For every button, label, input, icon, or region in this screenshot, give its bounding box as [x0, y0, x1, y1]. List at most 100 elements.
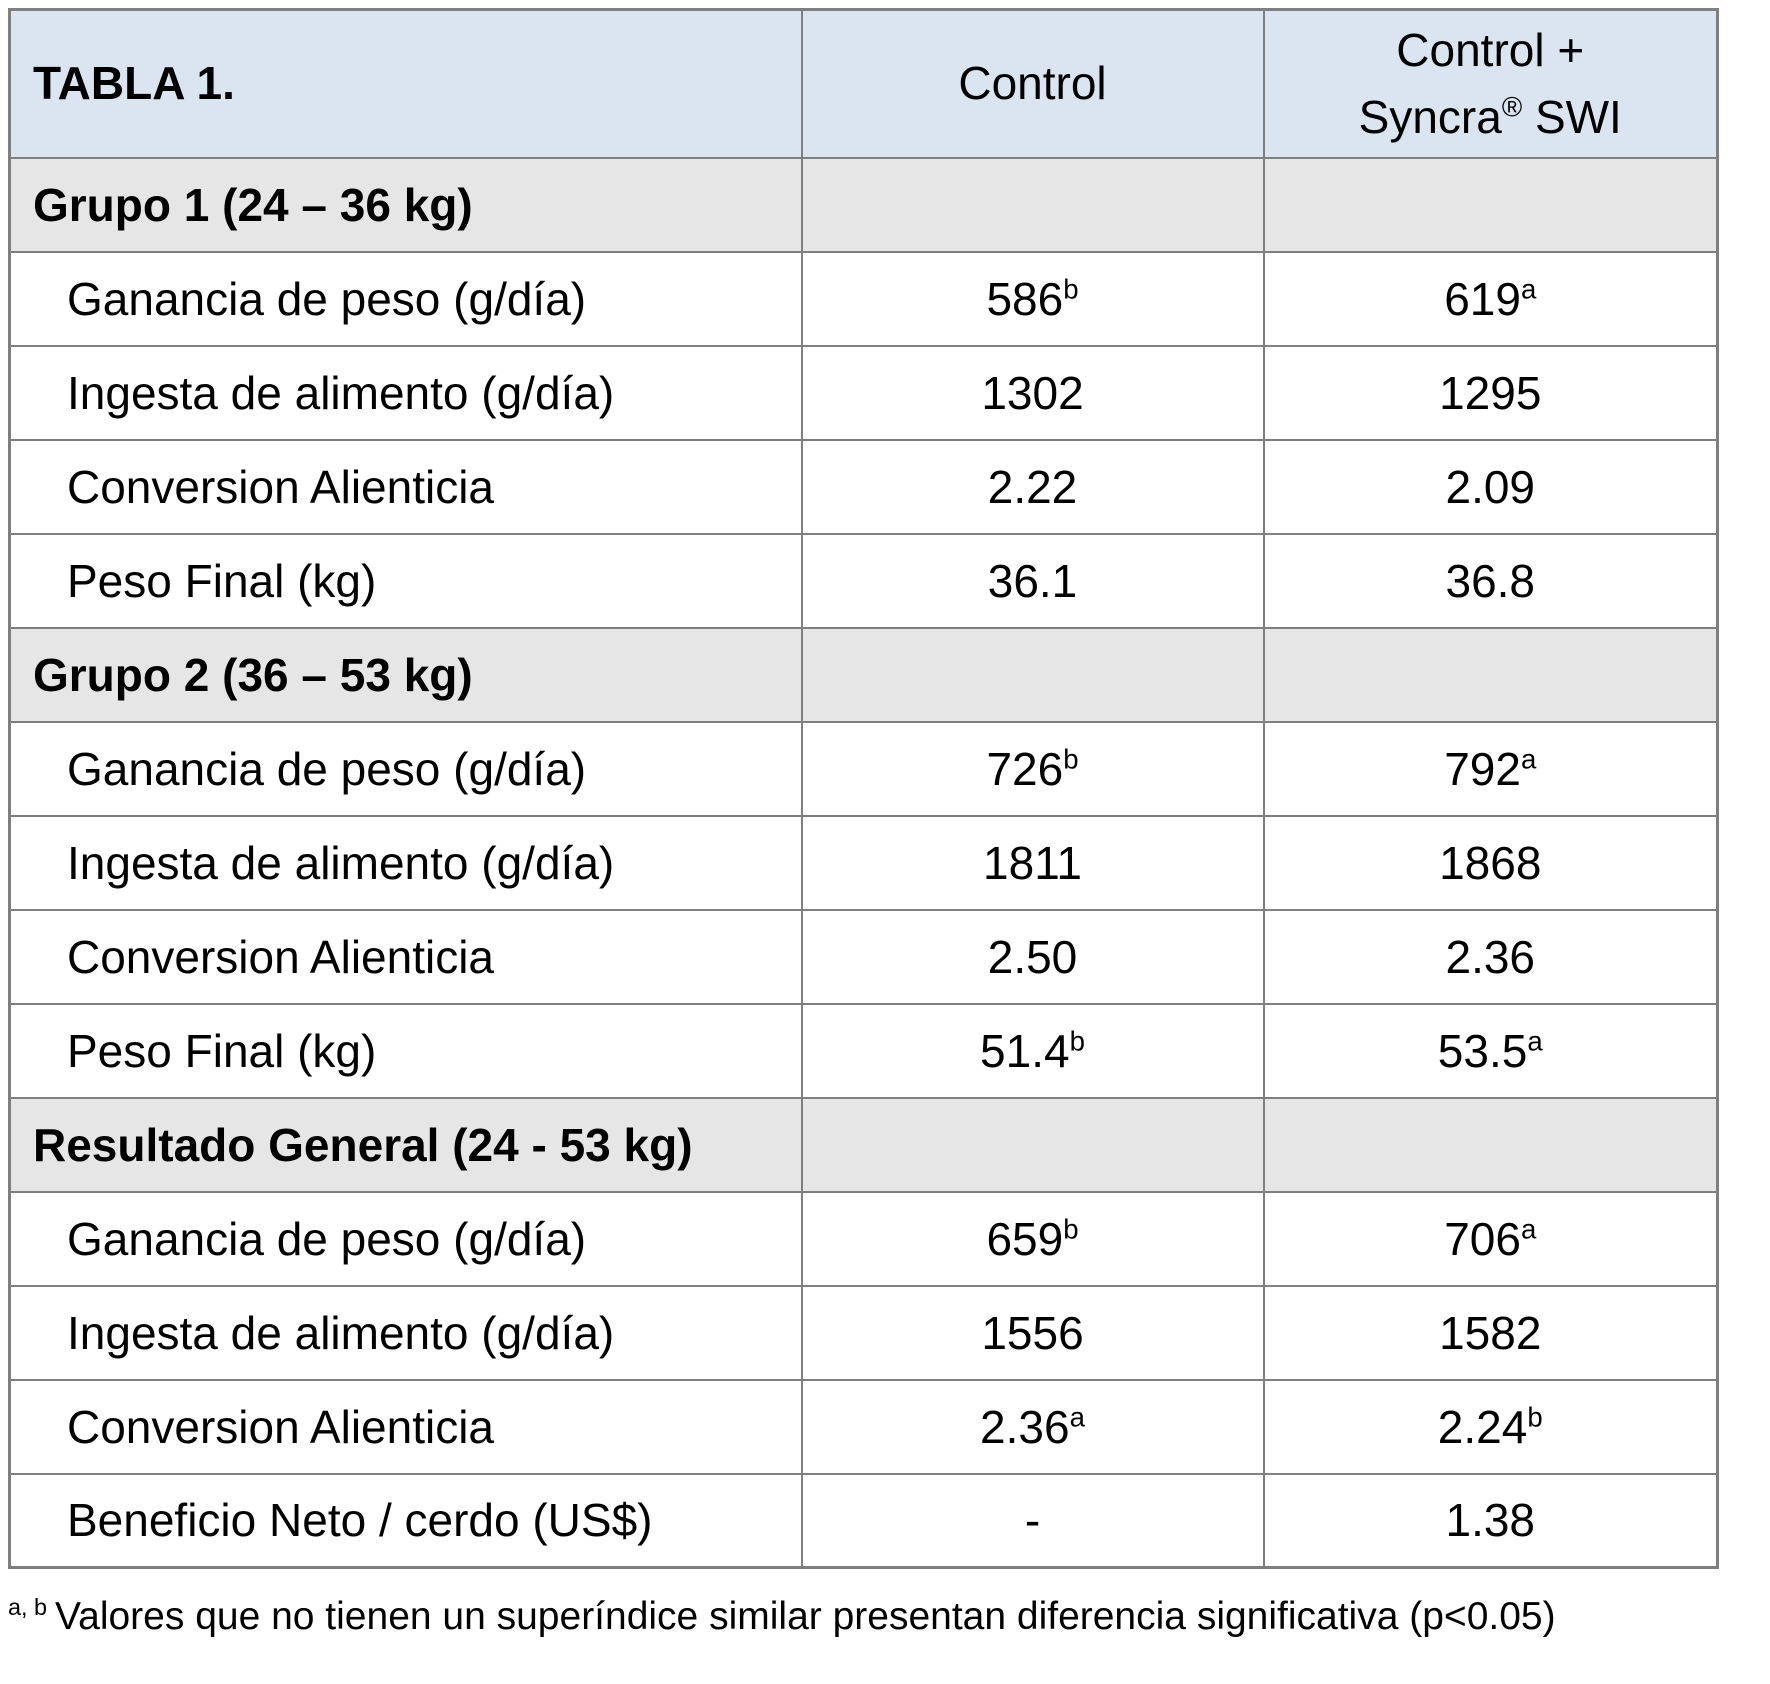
- superscript: b: [1063, 1213, 1079, 1245]
- treatment-value: 53.5a: [1262, 1002, 1719, 1099]
- superscript: a: [1520, 743, 1537, 775]
- value-text: 2.36: [980, 1400, 1070, 1453]
- superscript: a: [1520, 273, 1537, 305]
- column-header-control: Control: [800, 8, 1265, 159]
- row-label: Ganancia de peso (g/día): [8, 720, 803, 817]
- table-row: Ingesta de alimento (g/día) 1556 1582: [8, 1284, 1719, 1381]
- row-label: Peso Final (kg): [8, 1002, 803, 1099]
- row-label: Conversion Alienticia: [8, 908, 803, 1005]
- superscript: b: [1063, 743, 1079, 775]
- row-label: Ingesta de alimento (g/día): [8, 814, 803, 911]
- control-value: 1556: [800, 1284, 1265, 1381]
- empty-cell: [1262, 1096, 1719, 1193]
- treatment-value: 2.09: [1262, 438, 1719, 535]
- row-label: Conversion Alienticia: [8, 1378, 803, 1475]
- treatment-value: 792a: [1262, 720, 1719, 817]
- superscript: b: [1063, 273, 1079, 305]
- section-label: Grupo 2 (36 – 53 kg): [8, 626, 803, 723]
- table-row: Beneficio Neto / cerdo (US$) - 1.38: [8, 1472, 1719, 1569]
- results-table: TABLA 1. Control Control + Syncra® SWI Gr…: [8, 8, 1719, 1569]
- section-header-row: Grupo 1 (24 – 36 kg): [8, 156, 1719, 253]
- table-row: Ganancia de peso (g/día) 726b 792a: [8, 720, 1719, 817]
- value-text: 1295: [1439, 366, 1542, 419]
- value-text: 619: [1444, 272, 1521, 325]
- value-text: 1556: [981, 1306, 1084, 1359]
- control-value: 1302: [800, 344, 1265, 441]
- empty-cell: [1262, 156, 1719, 253]
- table-title: TABLA 1.: [8, 8, 803, 159]
- control-value: 1811: [800, 814, 1265, 911]
- value-text: 659: [986, 1212, 1064, 1265]
- superscript: b: [1069, 1025, 1085, 1057]
- superscript: a: [1527, 1025, 1543, 1057]
- table-row: Conversion Alienticia 2.22 2.09: [8, 438, 1719, 535]
- superscript: a: [1069, 1401, 1085, 1433]
- value-text: 2.36: [1445, 930, 1536, 983]
- value-text: 2.50: [987, 930, 1078, 983]
- footnote: a, b Valores que no tienen un superíndice…: [8, 1595, 1770, 1639]
- value-text: 36.8: [1445, 554, 1536, 607]
- treatment-value: 2.24b: [1262, 1378, 1719, 1475]
- table-row: Conversion Alienticia 2.36a 2.24b: [8, 1378, 1719, 1475]
- treatment-value: 2.36: [1262, 908, 1719, 1005]
- empty-cell: [800, 1096, 1265, 1193]
- value-text: 53.5: [1437, 1024, 1528, 1077]
- superscript: b: [1527, 1401, 1543, 1433]
- row-label: Beneficio Neto / cerdo (US$): [8, 1472, 803, 1569]
- value-text: 2.09: [1445, 460, 1536, 513]
- treatment-value: 1.38: [1262, 1472, 1719, 1569]
- row-label: Ingesta de alimento (g/día): [8, 344, 803, 441]
- control-value: 36.1: [800, 532, 1265, 629]
- value-text: 586: [986, 272, 1064, 325]
- treatment-value: 1582: [1262, 1284, 1719, 1381]
- table-row: Peso Final (kg) 36.1 36.8: [8, 532, 1719, 629]
- column-header-treatment: Control + Syncra® SWI: [1262, 8, 1719, 159]
- value-text: 792: [1444, 742, 1521, 795]
- brand-name: Syncra: [1358, 90, 1502, 143]
- table-row: Ganancia de peso (g/día) 586b 619a: [8, 250, 1719, 347]
- empty-cell: [800, 626, 1265, 723]
- control-value: 659b: [800, 1190, 1265, 1287]
- control-value: 2.36a: [800, 1378, 1265, 1475]
- value-text: 1302: [981, 366, 1084, 419]
- section-header-row: Grupo 2 (36 – 53 kg): [8, 626, 1719, 723]
- registered-trademark-symbol: ®: [1501, 91, 1523, 123]
- row-label: Peso Final (kg): [8, 532, 803, 629]
- value-text: 1868: [1439, 836, 1542, 889]
- treatment-value: 1868: [1262, 814, 1719, 911]
- value-text: 1.38: [1445, 1494, 1536, 1547]
- section-label: Resultado General (24 - 53 kg): [8, 1096, 803, 1193]
- value-text: 2.24: [1437, 1400, 1528, 1453]
- value-text: 1811: [983, 836, 1082, 889]
- table-row: Ingesta de alimento (g/día) 1811 1868: [8, 814, 1719, 911]
- treatment-value: 1295: [1262, 344, 1719, 441]
- empty-cell: [800, 156, 1265, 253]
- row-label: Conversion Alienticia: [8, 438, 803, 535]
- superscript: a: [1520, 1213, 1537, 1245]
- value-text: 2.22: [987, 460, 1078, 513]
- table-row: Peso Final (kg) 51.4b 53.5a: [8, 1002, 1719, 1099]
- table-row: Conversion Alienticia 2.50 2.36: [8, 908, 1719, 1005]
- treatment-value: 36.8: [1262, 532, 1719, 629]
- control-value: -: [800, 1472, 1265, 1569]
- row-label: Ingesta de alimento (g/día): [8, 1284, 803, 1381]
- value-text: 706: [1444, 1212, 1521, 1265]
- treatment-header-line1: Control +: [1396, 24, 1585, 77]
- table-row: Ganancia de peso (g/día) 659b 706a: [8, 1190, 1719, 1287]
- section-label: Grupo 1 (24 – 36 kg): [8, 156, 803, 253]
- control-value: 586b: [800, 250, 1265, 347]
- treatment-value: 619a: [1262, 250, 1719, 347]
- section-header-row: Resultado General (24 - 53 kg): [8, 1096, 1719, 1193]
- control-value: 726b: [800, 720, 1265, 817]
- row-label: Ganancia de peso (g/día): [8, 250, 803, 347]
- control-value: 2.22: [800, 438, 1265, 535]
- footnote-superscript: a, b: [8, 1594, 48, 1620]
- footnote-text: Valores que no tienen un superíndice sim…: [55, 1595, 1556, 1638]
- treatment-value: 706a: [1262, 1190, 1719, 1287]
- control-value: 2.50: [800, 908, 1265, 1005]
- brand-suffix: SWI: [1522, 90, 1622, 143]
- value-text: 36.1: [987, 554, 1078, 607]
- empty-cell: [1262, 626, 1719, 723]
- control-value: 51.4b: [800, 1002, 1265, 1099]
